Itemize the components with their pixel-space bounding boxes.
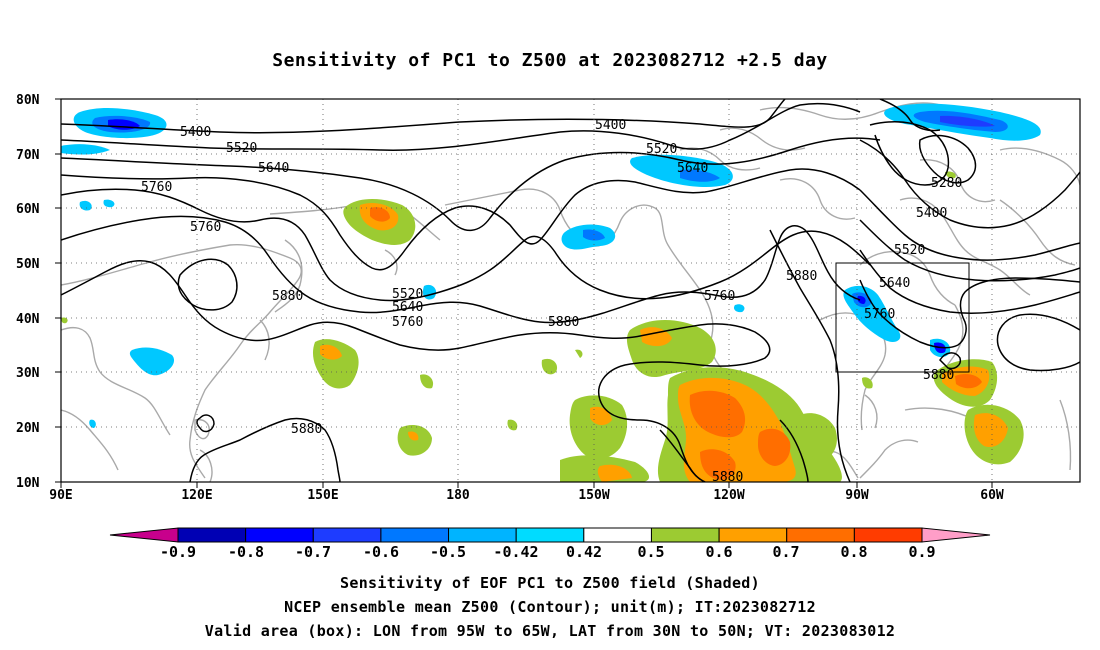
contour-label: 5760	[141, 180, 172, 195]
colorbar-cell	[380, 527, 450, 543]
contour-label: 5640	[392, 300, 423, 315]
lat-tick-label: 60N	[16, 202, 40, 217]
colorbar-cell	[448, 527, 517, 543]
contour-label: 5880	[272, 289, 303, 304]
contour-label: 5520	[646, 142, 677, 157]
colorbar-under-triangle	[109, 527, 179, 543]
contour-label: 5400	[916, 206, 947, 221]
contour-label: 5880	[291, 422, 322, 437]
chart-title: Sensitivity of PC1 to Z500 at 2023082712…	[272, 50, 828, 71]
lat-tick-label: 10N	[16, 476, 40, 491]
colorbar-label: 0.9	[908, 543, 935, 561]
contour-label: 5640	[258, 161, 289, 176]
contour-label: 5760	[392, 315, 423, 330]
axis-ticks	[55, 98, 993, 488]
contour-label: 5280	[931, 176, 962, 191]
z500-contours	[61, 99, 1080, 482]
colorbar-label: 0.7	[772, 543, 799, 561]
lon-tick-label: 180	[446, 488, 470, 503]
contour-label: 5520	[392, 287, 423, 302]
contour-label: 5760	[704, 289, 735, 304]
colorbar-label: -0.5	[430, 543, 466, 561]
colorbar: -0.9 -0.8 -0.7 -0.6 -0.5 -0.42 0.42 0.5 …	[109, 527, 991, 561]
colorbar-label: 0.5	[637, 543, 664, 561]
colorbar-cell	[853, 527, 923, 543]
lon-tick-label: 120W	[713, 488, 744, 503]
lon-tick-label: 60W	[980, 488, 1004, 503]
lon-tick-label: 90E	[49, 488, 72, 503]
lat-tick-labels: 80N 70N 60N 50N 40N 30N 20N 10N	[16, 93, 40, 491]
contour-label: 5640	[879, 276, 910, 291]
colorbar-label: -0.8	[228, 543, 264, 561]
lon-tick-labels: 90E 120E 150E 180 150W 120W 90W 60W	[49, 488, 1004, 503]
lon-tick-label: 90W	[845, 488, 869, 503]
contour-label: 5880	[712, 470, 743, 485]
colorbar-cell	[177, 527, 247, 543]
colorbar-cell	[312, 527, 382, 543]
colorbar-label: -0.6	[363, 543, 399, 561]
valid-area-box	[835, 262, 970, 373]
contour-label: 5880	[923, 368, 954, 383]
lon-tick-label: 150W	[578, 488, 609, 503]
contour-label: 5400	[595, 118, 626, 133]
colorbar-cells	[177, 527, 923, 543]
lat-tick-label: 80N	[16, 93, 40, 108]
lat-tick-label: 70N	[16, 148, 40, 163]
contour-label: 5760	[190, 220, 221, 235]
colorbar-cell	[786, 527, 855, 543]
lat-tick-label: 30N	[16, 366, 40, 381]
colorbar-labels: -0.9 -0.8 -0.7 -0.6 -0.5 -0.42 0.42 0.5 …	[160, 543, 936, 561]
contour-label: 5640	[677, 161, 708, 176]
contour-label: 5520	[894, 243, 925, 258]
colorbar-label: 0.42	[566, 543, 602, 561]
contour-label: 5400	[180, 125, 211, 140]
colorbar-label: -0.9	[160, 543, 196, 561]
contour-label: 5520	[226, 141, 257, 156]
lat-tick-label: 40N	[16, 312, 40, 327]
contour-label: 5880	[786, 269, 817, 284]
colorbar-label: -0.42	[493, 543, 538, 561]
map-frame	[60, 98, 1081, 483]
caption-contour: NCEP ensemble mean Z500 (Contour); unit(…	[284, 598, 816, 616]
lon-tick-label: 150E	[307, 488, 338, 503]
colorbar-cell	[245, 527, 314, 543]
contour-label: 5880	[548, 315, 579, 330]
lat-tick-label: 20N	[16, 421, 40, 436]
colorbar-cell	[650, 527, 720, 543]
colorbar-cell	[515, 527, 585, 543]
contour-label: 5760	[864, 307, 895, 322]
colorbar-over-triangle	[921, 527, 991, 543]
colorbar-label: -0.7	[295, 543, 331, 561]
colorbar-label: 0.8	[840, 543, 867, 561]
colorbar-cell	[583, 527, 652, 543]
caption-valid-area: Valid area (box): LON from 95W to 65W, L…	[204, 622, 896, 640]
colorbar-cell	[718, 527, 788, 543]
caption-shading: Sensitivity of EOF PC1 to Z500 field (Sh…	[340, 574, 760, 592]
colorbar-label: 0.6	[705, 543, 732, 561]
lon-tick-label: 120E	[181, 488, 212, 503]
lat-tick-label: 50N	[16, 257, 40, 272]
